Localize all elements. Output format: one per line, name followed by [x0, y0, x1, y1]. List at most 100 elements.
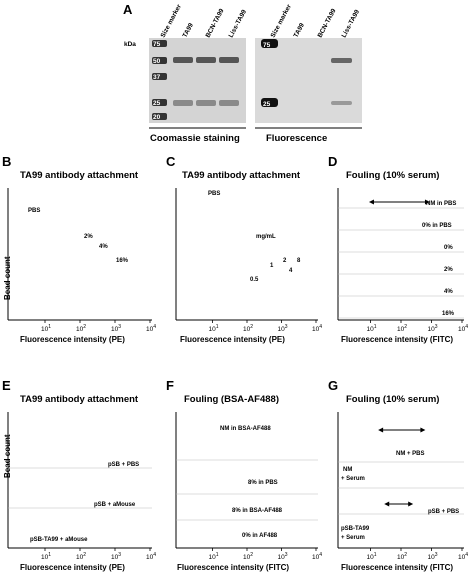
marker-label-25: 25 — [153, 100, 161, 107]
coomassie-gel — [149, 38, 246, 123]
panel-d-label-4pct: 4% — [444, 289, 453, 295]
panel-f-x-label: Fluorescence intensity (FITC) — [177, 563, 289, 572]
panel-g-label-nm-pbs: NM + PBS — [396, 451, 425, 457]
panel-d-arrow-head-right — [424, 199, 430, 205]
panel-g-label-psb-pbs: pSB + PBS — [428, 509, 459, 515]
panel-d-label-0pct-in-pbs: 0% in PBS — [422, 223, 452, 229]
panel-b-label-2pct: 2% — [84, 234, 93, 240]
lane-label-ta99-gel1: TA99 — [182, 22, 196, 39]
panel-e-tick-label: 104 — [146, 552, 156, 561]
panel-b-tick-label: 101 — [41, 324, 51, 333]
panel-d-arrow-head-left — [368, 199, 374, 205]
panel-b-label-16pct: 16% — [116, 258, 129, 264]
panel-a-letter: A — [123, 2, 133, 17]
panel-d-tick-label: 102 — [397, 324, 407, 333]
lane-label-bcn-ta99-gel2: BCN-TA99 — [317, 7, 338, 39]
panel-e-tick-label: 103 — [111, 552, 121, 561]
panel-d-label-16pct: 16% — [442, 311, 455, 317]
gel2-caption: Fluorescence — [266, 133, 327, 144]
panel-e-y-label: Bead count — [3, 434, 12, 478]
panel-c-tick-label: 101 — [209, 324, 219, 333]
lane-label-bcn-ta99-gel1: BCN-TA99 — [205, 7, 226, 39]
panel-e-label-psb-amouse: pSB + aMouse — [94, 502, 136, 508]
light-chain-band — [219, 100, 239, 106]
panel-e-title: TA99 antibody attachment — [20, 394, 139, 405]
light-chain-band — [173, 100, 193, 106]
panel-e-x-label: Fluorescence intensity (PE) — [20, 563, 125, 572]
marker-label-75: 75 — [153, 41, 161, 48]
panel-b-tick-label: 104 — [146, 324, 156, 333]
panel-d-title: Fouling (10% serum) — [346, 170, 439, 181]
lane-label-size-marker-gel1: Size marker — [160, 3, 184, 39]
panel-b-letter: B — [2, 154, 11, 169]
panel-f-tick-label: 101 — [209, 552, 219, 561]
panel-b-tick-label: 102 — [76, 324, 86, 333]
panel-g-label-psb-ta99: pSB-TA99 — [341, 526, 370, 532]
panel-d-x-label: Fluorescence intensity (FITC) — [341, 335, 453, 344]
lane-label-liss-ta99-gel2: Liss-TA99 — [341, 8, 362, 39]
panel-g-tick-label: 102 — [397, 552, 407, 561]
fluor-marker-label-75: 75 — [263, 42, 271, 49]
panel-c-label-1: 1 — [270, 263, 274, 269]
panel-b-label-pbs: PBS — [28, 208, 40, 214]
marker-band — [152, 57, 167, 64]
panel-c-tick-label: 103 — [278, 324, 288, 333]
panel-d-label-2pct: 2% — [444, 267, 453, 273]
panel-g-label-nm: NM — [343, 467, 352, 473]
panel-b-tick-label: 103 — [111, 324, 121, 333]
panel-f-label-nm: NM in BSA-AF488 — [220, 426, 271, 432]
gel1-caption: Coomassie staining — [150, 133, 240, 144]
panel-c-label-0.5: 0.5 — [250, 277, 259, 283]
panel-g-label-serum1: + Serum — [341, 476, 365, 482]
kda-label: kDa — [124, 41, 136, 48]
panel-c-tick-label: 104 — [312, 324, 322, 333]
panel-g-tick-label: 104 — [458, 552, 468, 561]
panel-b-y-label: Bead count — [3, 256, 12, 300]
fluor-marker-band — [261, 98, 278, 107]
panel-g-letter: G — [328, 378, 338, 393]
heavy-chain-band — [196, 57, 216, 63]
light-chain-band — [196, 100, 216, 106]
panel-g-arrow-top-head-left — [378, 427, 384, 433]
panel-f-label-8pct-pbs: 8% in PBS — [248, 480, 278, 486]
fluor-marker-label-25: 25 — [263, 101, 271, 108]
fluor-marker-band — [261, 39, 278, 48]
panel-f-label-0pct-af488: 0% in AF488 — [242, 533, 278, 539]
panel-g-arrow-bottom-head-left — [384, 501, 390, 507]
panel-c-label-2: 2 — [283, 258, 287, 264]
liss-light-band — [331, 101, 352, 105]
panel-g-tick-label: 101 — [367, 552, 377, 561]
panel-d-tick-label: 104 — [458, 324, 468, 333]
panel-b-x-label: Fluorescence intensity (PE) — [20, 335, 125, 344]
panel-c-title: TA99 antibody attachment — [182, 170, 301, 181]
panel-g-tick-label: 103 — [428, 552, 438, 561]
panel-g-x-label: Fluorescence intensity (FITC) — [341, 563, 453, 572]
marker-label-20: 20 — [153, 114, 161, 121]
panel-c-letter: C — [166, 154, 176, 169]
panel-d-label-0pct: 0% — [444, 245, 453, 251]
panel-c-label-pbs: PBS — [208, 191, 220, 197]
panel-e-label-psb-ta99-amouse: pSB-TA99 + aMouse — [30, 537, 88, 543]
panel-e-tick-label: 101 — [41, 552, 51, 561]
panel-f-tick-label: 102 — [243, 552, 253, 561]
panel-c-label-4: 4 — [289, 268, 293, 274]
panel-b-title: TA99 antibody attachment — [20, 170, 139, 181]
heavy-chain-band — [219, 57, 239, 63]
panel-g-arrow-top-head-right — [420, 427, 426, 433]
marker-band — [152, 73, 167, 80]
panel-d-label-nm-in-pbs: NM in PBS — [426, 201, 456, 207]
lane-label-liss-ta99-gel1: Liss-TA99 — [228, 8, 249, 39]
panel-b-label-4pct: 4% — [99, 244, 108, 250]
panel-g-arrow-bottom-head-right — [408, 501, 414, 507]
panel-e-label-psb-pbs: pSB + PBS — [108, 462, 139, 468]
panel-d-tick-label: 101 — [367, 324, 377, 333]
panel-e-letter: E — [2, 378, 11, 393]
marker-label-37: 37 — [153, 74, 161, 81]
lane-label-size-marker-gel2: Size marker — [270, 3, 294, 39]
panel-f-title: Fouling (BSA-AF488) — [184, 394, 279, 405]
marker-band — [152, 40, 167, 47]
heavy-chain-band — [173, 57, 193, 63]
panel-f-tick-label: 104 — [312, 552, 322, 561]
panel-f-tick-label: 103 — [278, 552, 288, 561]
